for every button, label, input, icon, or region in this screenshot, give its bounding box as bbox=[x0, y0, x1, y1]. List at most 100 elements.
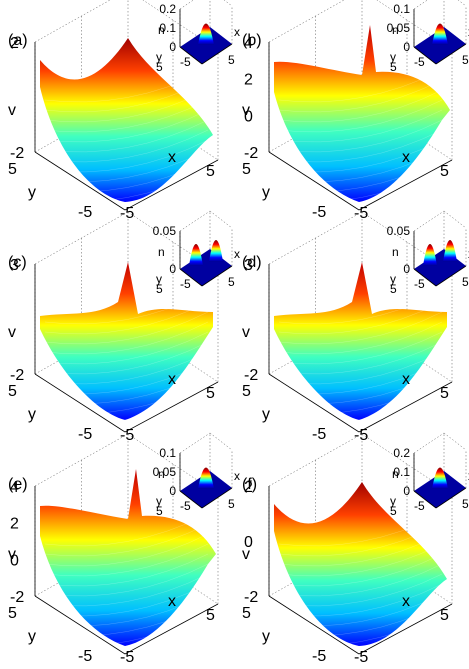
inset-z-tick-label: 0 bbox=[169, 262, 176, 276]
mesh-line bbox=[278, 533, 443, 567]
y-tick-label: 5 bbox=[242, 161, 251, 178]
mesh-line bbox=[44, 301, 209, 335]
inset-y-axis bbox=[413, 268, 437, 287]
x-axis bbox=[358, 159, 453, 211]
z-tick-label: 0 bbox=[10, 552, 19, 569]
inset-grid-line bbox=[413, 0, 428, 10]
y-axis-label: y bbox=[28, 628, 36, 645]
inset-z-tick-label: 0.1 bbox=[159, 446, 176, 460]
inset-y-axis-label: y bbox=[156, 494, 162, 508]
inset-grid-line bbox=[413, 210, 445, 232]
inset-x-axis bbox=[435, 265, 467, 287]
grid-line bbox=[268, 0, 345, 43]
x-axis-label: x bbox=[402, 371, 410, 388]
mesh-line bbox=[278, 523, 443, 557]
grid-line bbox=[34, 0, 111, 43]
inset-x-axis bbox=[201, 265, 233, 287]
y-tick-label: -5 bbox=[78, 426, 92, 443]
mesh-line bbox=[278, 89, 443, 123]
z-tick-label: 4 bbox=[10, 479, 19, 496]
y-tick-label: -5 bbox=[78, 204, 92, 221]
x-tick-label: -5 bbox=[120, 427, 134, 444]
y-tick-label: 5 bbox=[8, 161, 17, 178]
z-axis-label: v bbox=[8, 102, 16, 119]
mesh-line bbox=[44, 321, 209, 355]
inset-peak bbox=[443, 240, 457, 262]
inset-x-tick-label: -5 bbox=[180, 499, 191, 513]
grid-line bbox=[268, 433, 363, 487]
x-tick-label: 5 bbox=[440, 607, 449, 624]
z-tick-label: -2 bbox=[244, 589, 258, 606]
mesh-line bbox=[278, 169, 443, 203]
y-axis bbox=[268, 151, 360, 211]
inset-y-axis-label: y bbox=[390, 272, 396, 286]
inset-z-tick-label: 0.1 bbox=[159, 21, 176, 35]
inset-y-axis bbox=[413, 490, 437, 509]
mesh-line bbox=[44, 371, 209, 405]
mesh-line bbox=[44, 603, 209, 637]
mesh-line bbox=[44, 311, 209, 345]
mesh-line bbox=[44, 553, 209, 587]
inset-x-tick-label: 5 bbox=[462, 275, 469, 289]
inset-peak bbox=[198, 23, 214, 45]
inset-x-tick-label: 5 bbox=[462, 497, 469, 511]
mesh-line bbox=[278, 543, 443, 577]
y-tick-label: 5 bbox=[8, 383, 17, 400]
x-tick-label: -5 bbox=[354, 427, 368, 444]
inset-x-tick-label: -5 bbox=[180, 277, 191, 291]
inset-floor bbox=[180, 27, 232, 64]
z-tick-label: -2 bbox=[244, 145, 258, 162]
inset-peak bbox=[209, 240, 223, 262]
mesh-line bbox=[278, 291, 443, 325]
x-axis bbox=[358, 603, 453, 655]
inset-y-axis bbox=[179, 268, 203, 287]
z-tick-label: 3 bbox=[10, 257, 19, 274]
inset-x-axis bbox=[435, 487, 467, 509]
inset-z-axis-label: n bbox=[392, 245, 399, 259]
x-tick-label: 5 bbox=[206, 385, 215, 402]
mesh-line bbox=[44, 391, 209, 425]
z-tick-label: -2 bbox=[244, 367, 258, 384]
inset-z-tick-label: 0 bbox=[403, 484, 410, 498]
inset-x-axis-label: x bbox=[234, 247, 240, 261]
y-tick-label: -5 bbox=[312, 648, 326, 665]
mesh-line bbox=[278, 513, 443, 547]
mesh-line bbox=[278, 119, 443, 153]
inset-y-tick-label: 5 bbox=[156, 282, 163, 296]
inset-y-axis bbox=[413, 46, 437, 65]
y-axis bbox=[268, 373, 360, 433]
z-axis-label: v bbox=[242, 102, 250, 119]
inset-floor bbox=[180, 471, 232, 508]
panel-label: (b) bbox=[242, 32, 262, 49]
inset-peak bbox=[423, 244, 437, 266]
x-axis bbox=[124, 381, 219, 433]
inset-grid-line bbox=[179, 210, 211, 232]
mesh-line bbox=[278, 311, 443, 345]
y-tick-label: -5 bbox=[312, 426, 326, 443]
inset-grid-line bbox=[179, 432, 211, 454]
grid-line bbox=[361, 433, 453, 495]
inset-x-tick-label: 5 bbox=[228, 53, 235, 67]
y-axis bbox=[34, 373, 126, 433]
z-tick-label: 2 bbox=[244, 72, 253, 89]
inset-grid-line bbox=[209, 210, 233, 229]
panel-label: (a) bbox=[8, 32, 28, 49]
mesh-line bbox=[44, 613, 209, 647]
inset-z-tick-label: 0 bbox=[169, 484, 176, 498]
mesh-line bbox=[278, 301, 443, 335]
mesh-line bbox=[278, 603, 443, 637]
inset-z-tick-label: 0 bbox=[403, 262, 410, 276]
mesh-line bbox=[44, 563, 209, 597]
inset-peak bbox=[432, 467, 448, 489]
mesh-line bbox=[278, 149, 443, 183]
y-axis-label: y bbox=[28, 406, 36, 423]
inset-z-tick-label: 0.2 bbox=[159, 2, 176, 16]
inset-z-axis-label: n bbox=[158, 245, 165, 259]
inset-x-axis-label: x bbox=[234, 469, 240, 483]
